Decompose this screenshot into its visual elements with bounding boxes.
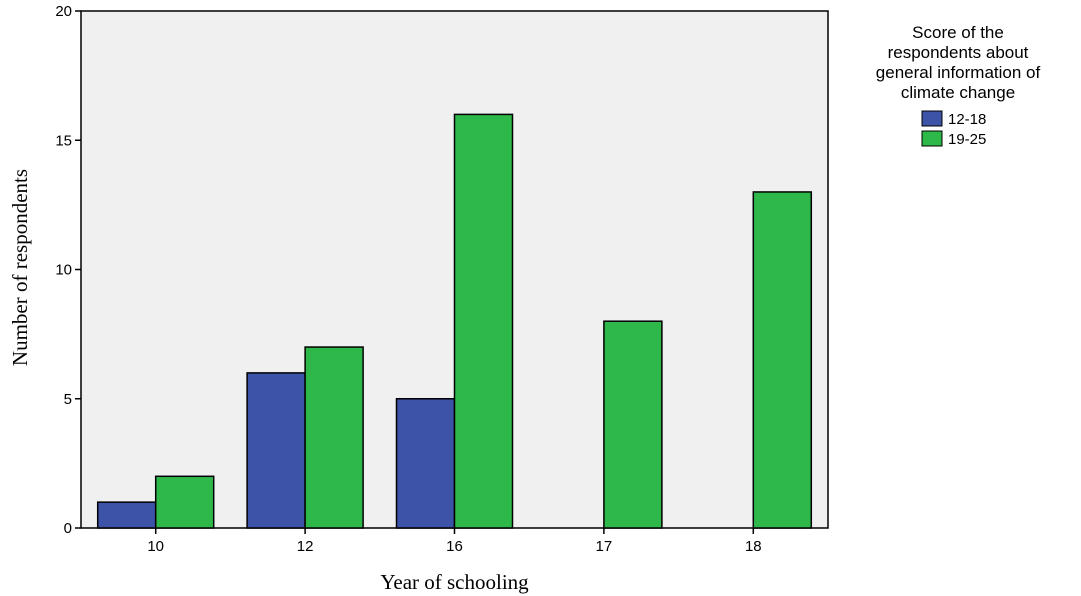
x-tick-label: 12: [297, 538, 314, 555]
legend-title-line-2: respondents about: [888, 43, 1029, 62]
bar-12-18-year-10: [96, 501, 157, 529]
y-axis-title: Number of respondents: [8, 169, 32, 366]
legend-title-line-3: general information of: [876, 63, 1041, 82]
legend-swatch-12-18: [921, 110, 943, 127]
y-tick-label: 5: [64, 391, 72, 408]
x-tick-label: 17: [596, 538, 613, 555]
legend-label-12-18: 12-18: [948, 111, 986, 128]
y-tick-label: 10: [55, 262, 72, 279]
y-tick-label: 15: [55, 132, 72, 149]
bar-19-25-year-12: [304, 346, 364, 529]
bar-12-18-year-12: [246, 372, 306, 529]
x-tick-label: 16: [446, 538, 463, 555]
bar-12-18-year-16: [395, 398, 456, 529]
bar-19-25-year-18: [752, 191, 813, 529]
bar-19-25-year-17: [603, 320, 663, 529]
legend-title-line-4: climate change: [901, 83, 1015, 102]
bars-layer: [96, 113, 813, 529]
y-tick-label: 20: [55, 3, 72, 20]
bar-19-25-year-10: [154, 475, 215, 529]
x-axis-title: Year of schooling: [380, 570, 529, 594]
legend-label-19-25: 19-25: [948, 131, 986, 148]
y-tick-label: 0: [64, 520, 72, 537]
legend: Score of the respondents about general i…: [876, 23, 1041, 148]
bar-19-25-year-16: [453, 113, 514, 529]
x-tick-label: 18: [745, 538, 762, 555]
legend-title-line-1: Score of the: [912, 23, 1004, 42]
axes-layer: 0 5 10 15 20 10 12 16 17 18: [55, 3, 761, 555]
x-tick-label: 10: [147, 538, 164, 555]
legend-swatch-19-25: [921, 130, 943, 147]
